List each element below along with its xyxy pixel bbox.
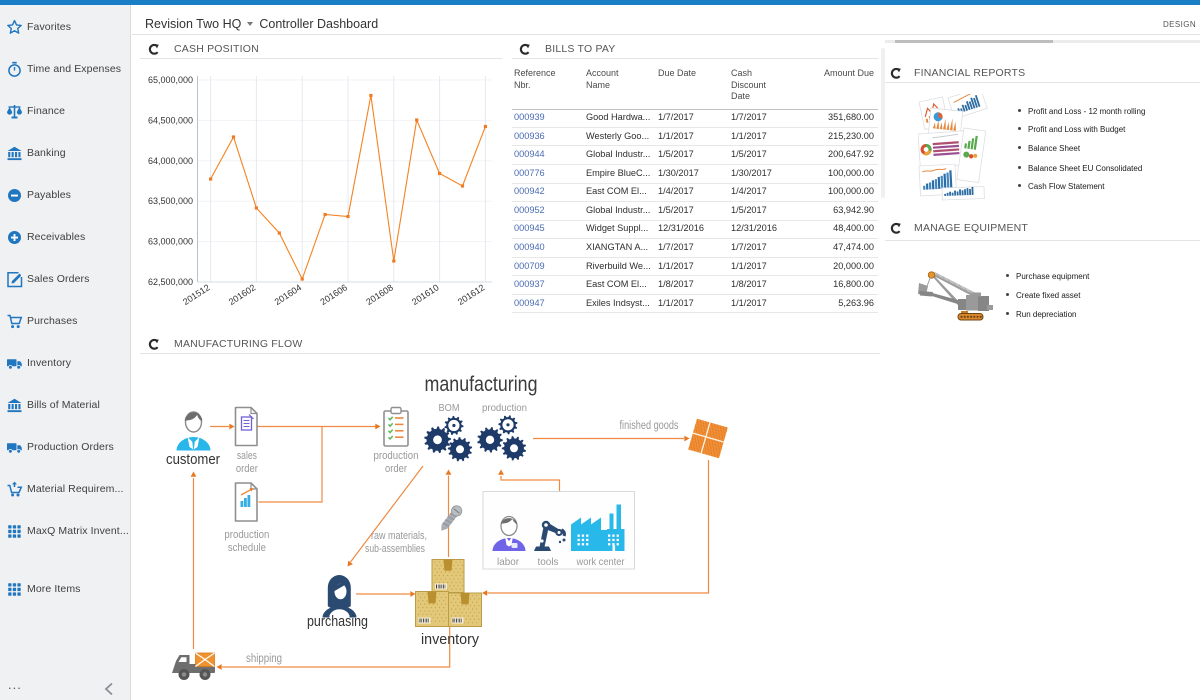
svg-text:labor: labor [497,556,519,568]
svg-text:sales: sales [237,450,257,462]
svg-text:purchasing: purchasing [307,613,368,630]
svg-text:63,500,000: 63,500,000 [148,196,193,206]
svg-text:tools: tools [538,556,559,568]
svg-text:finished goods: finished goods [620,420,679,432]
svg-text:customer: customer [166,451,220,468]
svg-text:order: order [385,463,407,475]
svg-text:production: production [224,529,269,541]
svg-text:shipping: shipping [246,653,282,665]
svg-text:raw materials,: raw materials, [371,530,427,542]
svg-text:work center: work center [576,556,625,568]
svg-text:201604: 201604 [273,282,304,307]
svg-text:63,000,000: 63,000,000 [148,237,193,247]
svg-text:sub-assemblies: sub-assemblies [365,543,425,555]
svg-text:201606: 201606 [318,282,349,307]
svg-text:production: production [482,402,527,414]
svg-text:schedule: schedule [228,542,266,554]
svg-text:62,500,000: 62,500,000 [148,277,193,287]
svg-text:64,000,000: 64,000,000 [148,156,193,166]
svg-text:manufacturing: manufacturing [425,373,538,396]
svg-text:order: order [236,463,258,475]
svg-text:201602: 201602 [227,282,258,307]
svg-text:65,000,000: 65,000,000 [148,75,193,85]
svg-text:201608: 201608 [364,282,395,307]
svg-text:64,500,000: 64,500,000 [148,115,193,125]
svg-text:inventory: inventory [421,631,479,648]
svg-text:201612: 201612 [456,282,487,307]
svg-text:BOM: BOM [439,402,460,414]
svg-text:production: production [374,450,419,462]
svg-text:201610: 201610 [410,282,441,307]
